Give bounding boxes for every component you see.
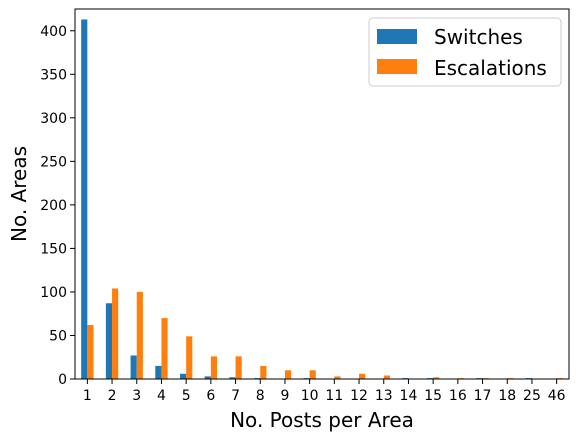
- bar-switches-1: [81, 19, 88, 379]
- y-tick-label: 400: [40, 24, 67, 40]
- x-tick-label: 7: [231, 388, 240, 404]
- bar-switches-5: [179, 373, 187, 379]
- y-tick-label: 300: [40, 111, 67, 127]
- bar-escalations-1: [87, 325, 94, 379]
- y-tick-label: 100: [40, 285, 67, 301]
- x-tick-label: 11: [325, 388, 343, 404]
- legend-swatch-switches: [377, 29, 417, 44]
- x-tick-label: 1: [83, 388, 92, 404]
- x-tick-label: 12: [350, 388, 368, 404]
- bar-escalations-2: [112, 288, 119, 379]
- x-tick-label: 5: [182, 388, 191, 404]
- bar-escalations-10: [309, 370, 316, 379]
- x-tick-label: 15: [424, 388, 442, 404]
- bar-escalations-12: [359, 373, 366, 379]
- bar-escalations-13: [383, 375, 390, 379]
- bar-escalations-6: [210, 356, 218, 379]
- x-tick-label: 25: [523, 388, 541, 404]
- x-tick-label: 8: [256, 388, 265, 404]
- bar-escalations-5: [186, 336, 193, 379]
- x-tick-label: 18: [498, 388, 516, 404]
- x-tick-label: 4: [157, 388, 166, 404]
- x-tick-label: 6: [206, 388, 215, 404]
- x-tick-label: 10: [301, 388, 319, 404]
- bar-switches-2: [105, 303, 113, 379]
- legend: Switches Escalations: [368, 17, 562, 87]
- x-tick-label: 9: [280, 388, 289, 404]
- bar-escalations-8: [260, 365, 267, 379]
- legend-label-switches: Switches: [434, 25, 523, 49]
- x-tick-label: 3: [132, 388, 141, 404]
- legend-swatch-escalations: [377, 59, 417, 74]
- bar-switches-4: [155, 365, 162, 379]
- bar-switches-6: [204, 376, 211, 379]
- bar-escalations-11: [334, 376, 341, 379]
- plot-frame: [74, 8, 570, 380]
- bar-switches-7: [229, 377, 236, 379]
- x-tick-label: 14: [400, 388, 418, 404]
- x-tick-label: 17: [474, 388, 492, 404]
- legend-label-escalations: Escalations: [434, 56, 547, 80]
- bar-escalations-15: [433, 377, 440, 379]
- bars-layer: [81, 19, 563, 379]
- bar-escalations-9: [284, 370, 292, 379]
- x-axis: 1 2 3 4 5 6 7 8 9 10 11 12 13 14 15 16 17 18 25 46: [83, 379, 566, 404]
- y-axis: 0 50 100 150 200 250 300 350 400: [40, 24, 75, 388]
- x-tick-label: 16: [449, 388, 467, 404]
- x-tick-label: 2: [108, 388, 117, 404]
- y-tick-label: 350: [40, 67, 67, 83]
- y-axis-label: No. Areas: [7, 146, 31, 242]
- y-tick-label: 50: [49, 328, 67, 344]
- y-tick-label: 0: [58, 372, 67, 388]
- y-tick-label: 200: [40, 198, 67, 214]
- bar-escalations-7: [235, 356, 242, 379]
- bar-escalations-4: [161, 318, 168, 379]
- x-axis-label: No. Posts per Area: [230, 408, 414, 432]
- y-tick-label: 250: [40, 154, 67, 170]
- x-tick-label: 13: [375, 388, 393, 404]
- bar-switches-3: [130, 355, 137, 379]
- x-tick-label: 46: [548, 388, 566, 404]
- y-tick-label: 150: [40, 241, 67, 257]
- bar-escalations-3: [136, 291, 143, 379]
